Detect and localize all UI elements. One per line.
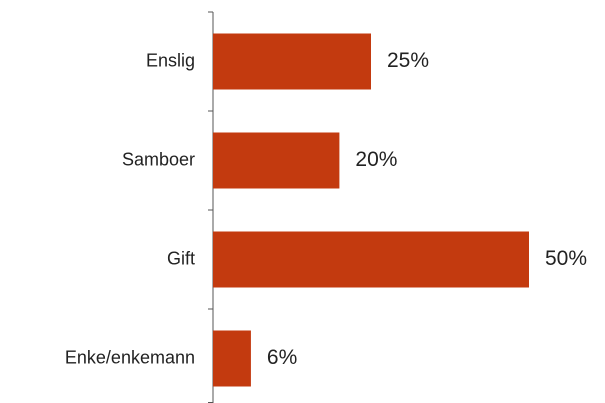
value-label: 20% xyxy=(355,148,397,171)
category-label: Enslig xyxy=(146,50,195,70)
value-label: 25% xyxy=(387,49,429,72)
bar xyxy=(213,231,529,288)
value-label: 6% xyxy=(267,346,297,369)
bar xyxy=(213,330,251,387)
value-label: 50% xyxy=(545,247,587,270)
bar xyxy=(213,33,371,90)
category-label: Gift xyxy=(167,248,195,268)
bar xyxy=(213,132,340,189)
category-label: Enke/enkemann xyxy=(65,347,195,367)
category-label: Samboer xyxy=(122,149,195,169)
